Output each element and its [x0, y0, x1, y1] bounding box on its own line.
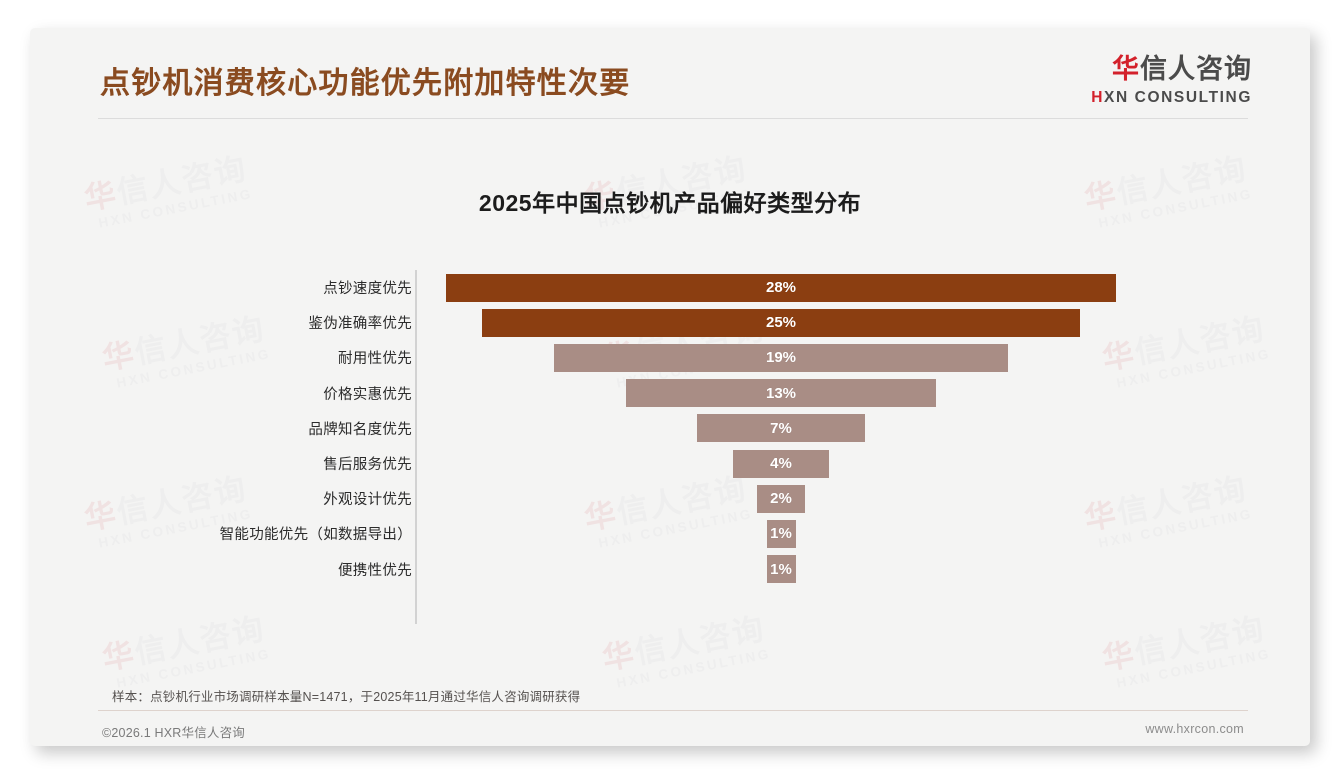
logo-english-text: HXN CONSULTING [1091, 90, 1252, 106]
logo-en-dark: XN CONSULTING [1104, 89, 1252, 106]
bar-value-label: 25% [765, 314, 797, 332]
logo-en-red: H [1091, 89, 1105, 106]
bar-category-label: 鉴伪准确率优先 [308, 316, 412, 333]
bar-track: 2% [30, 484, 1310, 513]
bar-category-label: 耐用性优先 [338, 351, 412, 368]
chart-plot: 点钞速度优先 28% 鉴伪准确率优先 25% 耐用性优先 19% 价格实惠优先 13% 品牌知名… [30, 270, 1310, 640]
bar-row: 耐用性优先 19% [30, 340, 1310, 375]
copyright-text: ©2026.1 HXR华信人咨询 [102, 726, 246, 740]
bar[interactable]: 13% [625, 379, 937, 408]
bar-series: 点钞速度优先 28% 鉴伪准确率优先 25% 耐用性优先 19% 价格实惠优先 13% 品牌知名… [30, 270, 1310, 587]
slide-card: 华信人咨询 HXN CONSULTING 华信人咨询 HXN CONSULTING 华信… [30, 28, 1310, 746]
bar-track: 19% [30, 343, 1310, 372]
bar-value-label: 2% [770, 490, 792, 508]
bar[interactable]: 19% [553, 343, 1009, 372]
bar-row: 智能功能优先（如数据导出） 1% [30, 516, 1310, 551]
bar-category-label: 价格实惠优先 [323, 386, 412, 403]
bar[interactable]: 2% [757, 484, 805, 513]
bar-track: 28% [30, 273, 1310, 302]
bar[interactable]: 1% [766, 519, 796, 548]
bar-row: 价格实惠优先 13% [30, 376, 1310, 411]
bar-row: 品牌知名度优先 7% [30, 411, 1310, 446]
bar-value-label: 28% [765, 279, 797, 297]
page-title: 点钞机消费核心功能优先附加特性次要 [100, 67, 631, 100]
bar-track: 1% [30, 519, 1310, 548]
bar-track: 25% [30, 308, 1310, 337]
header-divider [98, 118, 1248, 119]
bar-row: 外观设计优先 2% [30, 481, 1310, 516]
bar-value-label: 7% [770, 419, 792, 437]
bar-category-label: 外观设计优先 [323, 492, 412, 509]
bar-row: 售后服务优先 4% [30, 446, 1310, 481]
bar-category-label: 点钞速度优先 [323, 281, 412, 298]
bar-row: 点钞速度优先 28% [30, 270, 1310, 305]
company-logo: 华信人咨询 HXN CONSULTING [1091, 56, 1252, 106]
bar-category-label: 智能功能优先（如数据导出） [219, 527, 412, 544]
bar[interactable]: 7% [697, 414, 865, 443]
bar-track: 1% [30, 555, 1310, 584]
bar-value-label: 19% [765, 349, 797, 367]
bar-value-label: 13% [765, 384, 797, 402]
slide-footer: 样本：点钞机行业市场调研样本量N=1471，于2025年11月通过华信人咨询调研… [30, 668, 1310, 746]
bar-row: 鉴伪准确率优先 25% [30, 305, 1310, 340]
sample-note: 样本：点钞机行业市场调研样本量N=1471，于2025年11月通过华信人咨询调研… [112, 690, 581, 704]
logo-cn-dark: 信人咨询 [1140, 54, 1252, 84]
bar-value-label: 1% [770, 560, 792, 578]
bar-category-label: 品牌知名度优先 [308, 421, 412, 438]
bar-category-label: 售后服务优先 [323, 457, 412, 474]
bar[interactable]: 25% [482, 308, 1080, 337]
bar-row: 便携性优先 1% [30, 552, 1310, 587]
bar-value-label: 1% [770, 525, 792, 543]
bar[interactable]: 28% [446, 273, 1116, 302]
bar-track: 7% [30, 414, 1310, 443]
logo-chinese-text: 华信人咨询 [1091, 56, 1252, 83]
logo-cn-red: 华 [1112, 54, 1140, 84]
chart-title: 2025年中国点钞机产品偏好类型分布 [478, 190, 862, 216]
bar-category-label: 便携性优先 [338, 562, 412, 579]
bar[interactable]: 4% [733, 449, 829, 478]
website-link[interactable]: www.hxrcon.com [1145, 722, 1244, 736]
bar-track: 13% [30, 379, 1310, 408]
bar-track: 4% [30, 449, 1310, 478]
slide-header: 点钞机消费核心功能优先附加特性次要 华信人咨询 HXN CONSULTING [30, 28, 1310, 118]
category-axis-line [415, 270, 417, 624]
chart-area: 2025年中国点钞机产品偏好类型分布 点钞速度优先 28% 鉴伪准确率优先 25% 耐用… [30, 128, 1310, 668]
bar-value-label: 4% [770, 455, 792, 473]
bar[interactable]: 1% [766, 555, 796, 584]
footer-divider [98, 710, 1248, 711]
